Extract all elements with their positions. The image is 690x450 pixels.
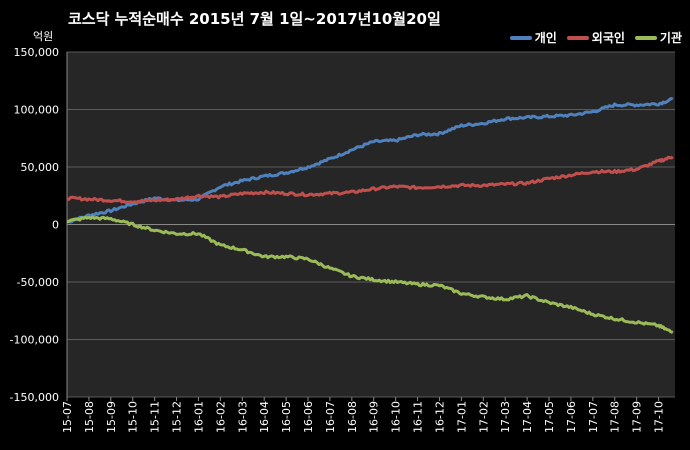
legend-swatch-foreign xyxy=(566,35,589,40)
x-tick-label: 16-01 xyxy=(192,401,205,433)
y-tick-label: 100,000 xyxy=(14,104,60,117)
y-axis: 150,000 100,000 50,000 0 -50,000 -100,000 -150… xyxy=(10,46,59,404)
x-tick-label: 17-01 xyxy=(455,401,468,433)
legend-item-foreign: 외국인 xyxy=(566,29,625,46)
x-tick-label: 15-12 xyxy=(171,401,184,433)
chart-title: 코스닥 누적순매수 2015년 7월 1일~2017년10월20일 xyxy=(68,10,441,28)
x-tick-label: 15-08 xyxy=(83,401,96,433)
series-institution xyxy=(66,215,674,334)
legend-label-individual: 개인 xyxy=(534,31,557,45)
y-tick-label: 0 xyxy=(52,219,59,232)
y-tick-label: -50,000 xyxy=(17,276,59,289)
x-tick-label: 16-09 xyxy=(368,401,381,433)
x-tick-label: 16-11 xyxy=(412,401,425,433)
series-foreign xyxy=(66,155,674,204)
x-tick-label: 17-08 xyxy=(609,401,622,433)
y-axis-unit-label: 억원 xyxy=(33,30,54,43)
x-tick-label: 16-03 xyxy=(236,401,249,433)
x-tick-label: 17-10 xyxy=(653,401,666,433)
x-tick-label: 16-06 xyxy=(302,401,315,433)
legend-swatch-individual xyxy=(509,35,532,40)
x-tick-label: 16-12 xyxy=(433,401,446,433)
x-tick-label: 15-09 xyxy=(105,401,118,433)
legend-label-institution: 기관 xyxy=(659,31,682,45)
x-tick-label: 16-08 xyxy=(346,401,359,433)
y-tick-label: -100,000 xyxy=(10,334,59,347)
x-axis: 15-07 15-08 15-09 15-10 15-11 15-12 16-01 16-02… xyxy=(61,397,666,433)
x-tick-label: 16-04 xyxy=(258,401,271,433)
x-tick-label: 15-11 xyxy=(149,401,162,433)
x-tick-label: 17-02 xyxy=(477,401,490,433)
x-tick-label: 16-10 xyxy=(390,401,403,433)
x-tick-label: 17-03 xyxy=(499,401,512,433)
x-tick-label: 17-05 xyxy=(543,401,556,433)
legend-label-foreign: 외국인 xyxy=(591,31,625,45)
x-tick-label: 17-09 xyxy=(631,401,644,433)
x-tick-label: 15-10 xyxy=(127,401,140,433)
x-tick-label: 17-06 xyxy=(565,401,578,433)
legend-item-individual: 개인 xyxy=(509,29,557,46)
y-tick-label: -150,000 xyxy=(10,391,59,404)
legend-swatch-institution xyxy=(634,35,657,40)
grid-lines xyxy=(66,51,675,398)
x-tick-label: 16-02 xyxy=(214,401,227,433)
x-tick-label: 16-05 xyxy=(280,401,293,433)
legend: 개인 외국인 기관 xyxy=(509,29,682,46)
x-tick-label: 17-07 xyxy=(587,401,600,433)
y-tick-label: 50,000 xyxy=(21,161,60,174)
x-tick-label: 15-07 xyxy=(61,401,74,433)
x-tick-label: 16-07 xyxy=(324,401,337,433)
legend-item-institution: 기관 xyxy=(634,29,682,46)
series-lines xyxy=(66,97,674,334)
x-tick-label: 17-04 xyxy=(521,401,534,433)
y-tick-label: 150,000 xyxy=(14,46,60,59)
